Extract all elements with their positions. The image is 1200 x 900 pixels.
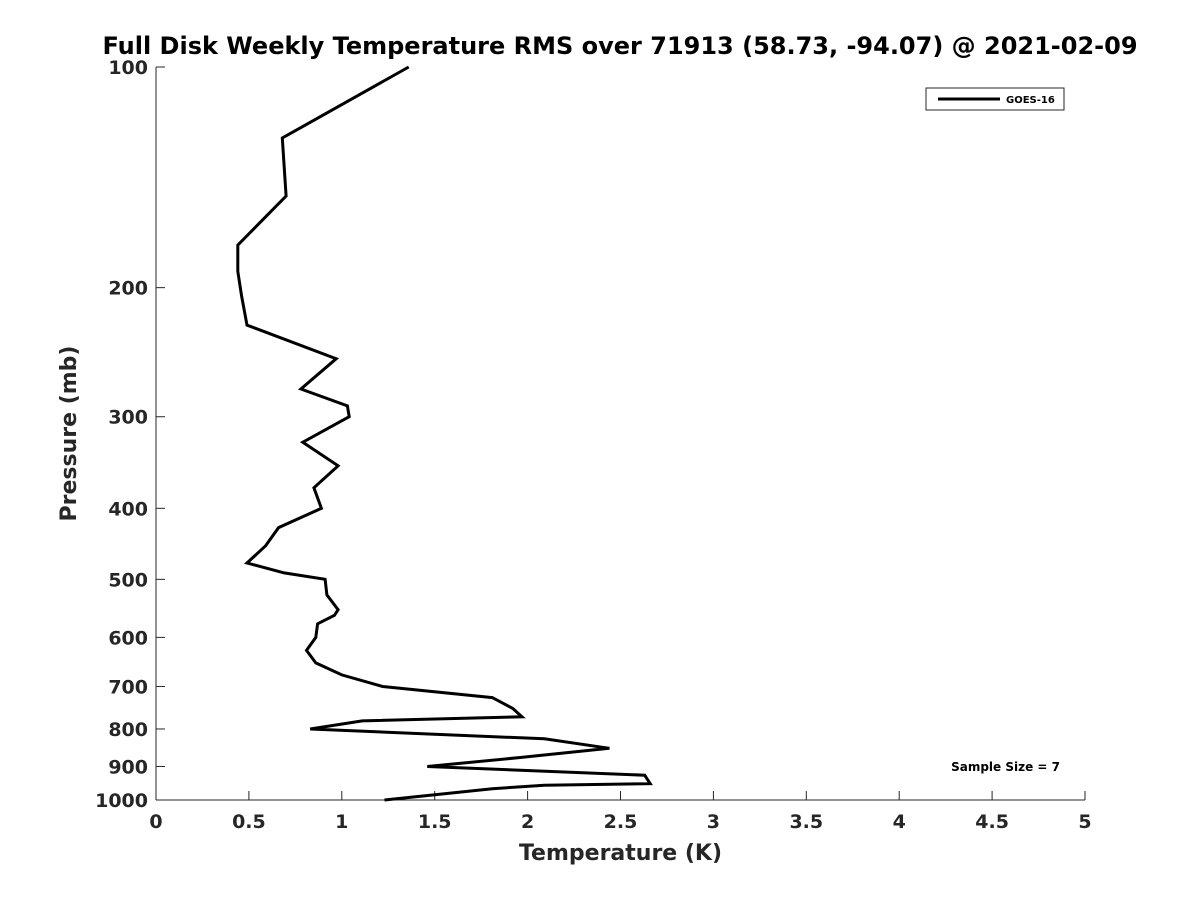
legend: GOES-16 [925,87,1065,111]
x-tick-label: 0 [149,811,162,833]
x-axis-ticks: 0 0.5 1 1.5 2 2.5 3 3.5 4 4.5 5 [149,791,1092,833]
y-tick-label: 200 [108,278,148,300]
chart-title: Full Disk Weekly Temperature RMS over 71… [102,32,1137,60]
x-tick-label: 1.5 [418,811,452,833]
y-tick-label: 300 [108,407,148,429]
x-tick-label: 4 [893,811,906,833]
x-tick-label: 3 [707,811,720,833]
plot-area [156,67,1085,800]
x-tick-label: 3.5 [789,811,823,833]
y-axis-ticks: 100 200 300 400 500 600 700 800 900 1000 [95,57,165,812]
y-tick-label: 600 [108,627,148,649]
x-tick-label: 2.5 [604,811,638,833]
y-tick-label: 900 [108,756,148,778]
series-group [236,65,653,802]
y-tick-label: 700 [108,676,148,698]
y-axis-label: Pressure (mb) [57,346,82,522]
legend-entry-goes-16: GOES-16 [1006,95,1055,106]
x-axis-label: Temperature (K) [519,841,722,866]
y-tick-label: 1000 [95,790,148,812]
y-tick-label: 400 [108,498,148,520]
series-line-goes-16 [236,65,653,802]
y-tick-label: 500 [108,569,148,591]
x-tick-label: 4.5 [975,811,1009,833]
x-tick-label: 2 [521,811,534,833]
y-tick-label: 800 [108,719,148,741]
x-tick-label: 1 [335,811,348,833]
sample-size-note: Sample Size = 7 [951,760,1060,774]
x-tick-label: 0.5 [232,811,266,833]
x-tick-label: 5 [1078,811,1091,833]
y-tick-label: 100 [108,57,148,79]
